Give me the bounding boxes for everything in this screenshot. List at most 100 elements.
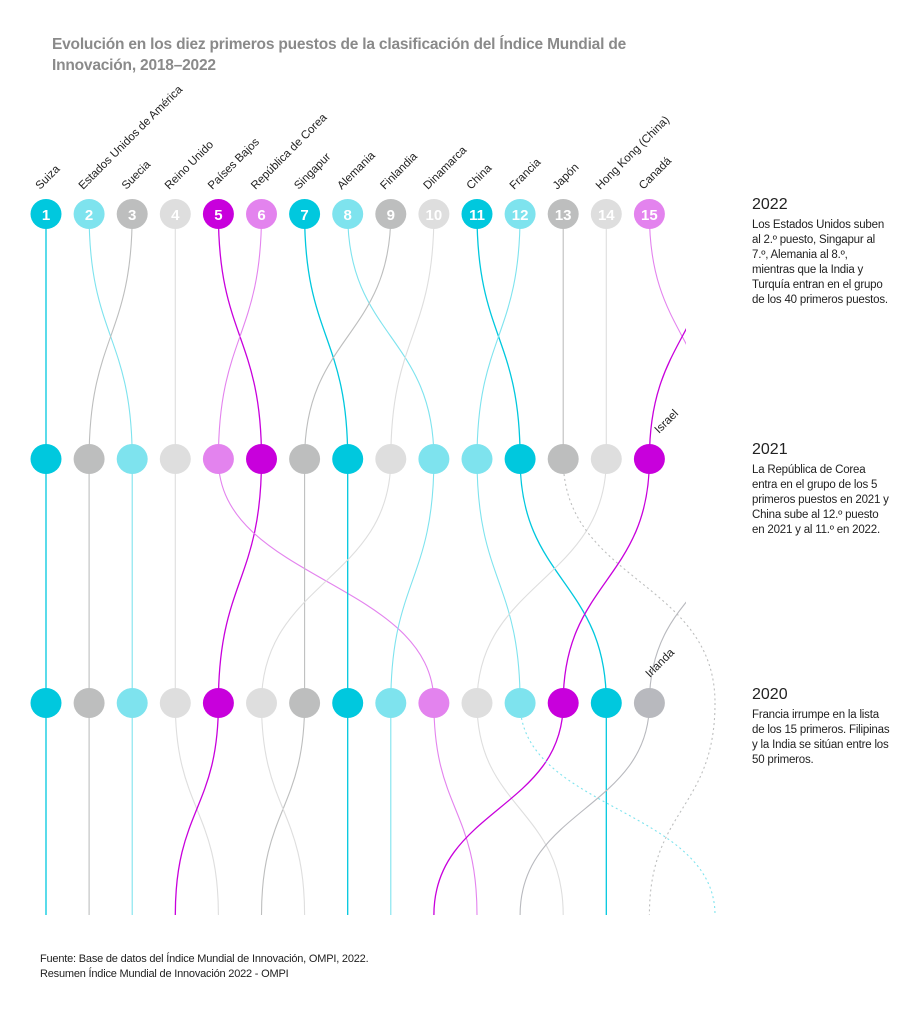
rank-marker [202,199,234,229]
rank-marker [504,688,536,718]
rank-marker [504,199,536,229]
rank-marker [547,199,579,229]
series-line-china [519,458,607,704]
series-line-dinamarca [260,458,392,704]
rank-marker [159,444,191,474]
rank-marker [590,688,622,718]
rank-number-label: 2 [85,207,93,224]
note-2021: 2021 La República de Corea entra en el g… [752,441,892,538]
rank-number-label: 15 [641,207,658,224]
footer: Fuente: Base de datos del Índice Mundial… [40,952,369,982]
series-line-pa-ses-bajos [217,458,263,704]
country-label: Francia [508,156,544,192]
series-line-alemania [347,213,435,460]
country-label: Dinamarca [422,144,470,192]
series-line-hong-kong-china- [476,702,564,915]
note-text: Francia irrumpe en la lista de los 15 pr… [752,709,890,766]
rank-marker [633,688,665,718]
rank-marker [461,688,493,718]
rank-marker [202,444,234,474]
rank-marker [73,199,105,229]
rank-marker [418,688,450,718]
country-label: Finlandia [378,150,420,192]
rank-marker [332,688,364,718]
series-line-dinamarca [390,213,435,460]
series-line-israel [562,458,651,704]
rank-marker [504,444,536,474]
rank-number-label: 9 [387,207,395,224]
series-line-israel [433,702,564,915]
country-label: Suiza [34,163,63,192]
chart-title: Evolución en los diez primeros puestos d… [52,36,627,74]
rank-number-label: 11 [469,207,485,224]
series-line-jap-n [648,702,716,916]
rank-marker [332,199,364,229]
rank-marker [30,444,62,474]
rank-number-label: 6 [257,207,265,224]
note-year: 2020 [752,686,788,703]
rank-marker [418,199,450,229]
rank-marker [246,688,277,718]
rank-marker [590,199,622,229]
rank-number-label: 7 [300,207,308,224]
rank-marker [159,199,191,229]
series-line-pa-ses-bajos [174,702,220,915]
series-line-francia [519,702,716,916]
rank-marker [375,444,407,474]
rank-marker [375,199,407,229]
inline-country-label: Israel [653,408,681,436]
series-line-francia [476,458,521,704]
series-line-hong-kong-china- [476,458,607,704]
rank-marker [289,199,321,229]
series-line-irlanda [648,601,686,704]
note-2020: 2020 Francia irrumpe en la lista de los … [752,686,892,768]
rank-marker [73,444,105,474]
rank-number-label: 4 [171,207,180,224]
rank-marker [246,444,277,474]
rank-marker [547,688,579,718]
note-text: La República de Corea entra en el grupo … [752,464,889,536]
rank-marker [159,688,191,718]
source-text: Fuente: Base de datos del Índice Mundial… [40,953,369,965]
rank-number-label: 8 [344,207,352,224]
country-label: Suecia [120,158,154,192]
rank-marker [116,444,148,474]
series-line-israel [648,327,686,460]
series-line-singapur [303,213,349,460]
credit-text: Resumen Índice Mundial de Innovación 202… [40,968,289,980]
country-label: Hong Kong (China) [594,114,672,192]
rank-marker [590,444,622,474]
note-year: 2021 [752,441,788,458]
series-line-dinamarca [260,702,306,915]
rank-marker [547,444,579,474]
country-label: Singapur [292,151,333,192]
series-line-rep-blica-de-corea [217,213,263,460]
rank-marker [73,688,105,718]
note-text: Los Estados Unidos suben al 2.º puesto, … [752,219,888,306]
rank-marker [116,199,148,229]
country-label: República de Corea [249,111,330,192]
series-line-irlanda [519,702,650,915]
series-line-finlandia [304,213,392,460]
rank-number-label: 13 [555,207,572,224]
rank-number-label: 5 [214,207,222,224]
rank-marker [633,444,665,474]
rank-number-label: 12 [512,207,529,224]
rank-marker [461,444,493,474]
note-2022: 2022 Los Estados Unidos suben al 2.º pue… [752,196,892,308]
rank-marker [461,199,493,229]
inline-country-label: Irlanda [644,646,678,680]
bump-chart: 1 2 3 4 5 6 7 8 9 10 11 12 13 14 15 Suiza Estados Unido… [30,83,716,916]
rank-marker [332,444,364,474]
series-line-suecia [88,213,133,460]
rank-marker [246,199,277,229]
note-year: 2022 [752,196,788,213]
rank-marker [633,199,665,229]
series-line-alemania [390,458,435,704]
series-line-jap-n [562,458,716,704]
series-line-francia [476,213,521,460]
rank-marker [202,688,234,718]
country-label: Japón [551,161,582,192]
series-line-rep-blica-de-corea [433,702,478,915]
rank-marker [289,444,321,474]
